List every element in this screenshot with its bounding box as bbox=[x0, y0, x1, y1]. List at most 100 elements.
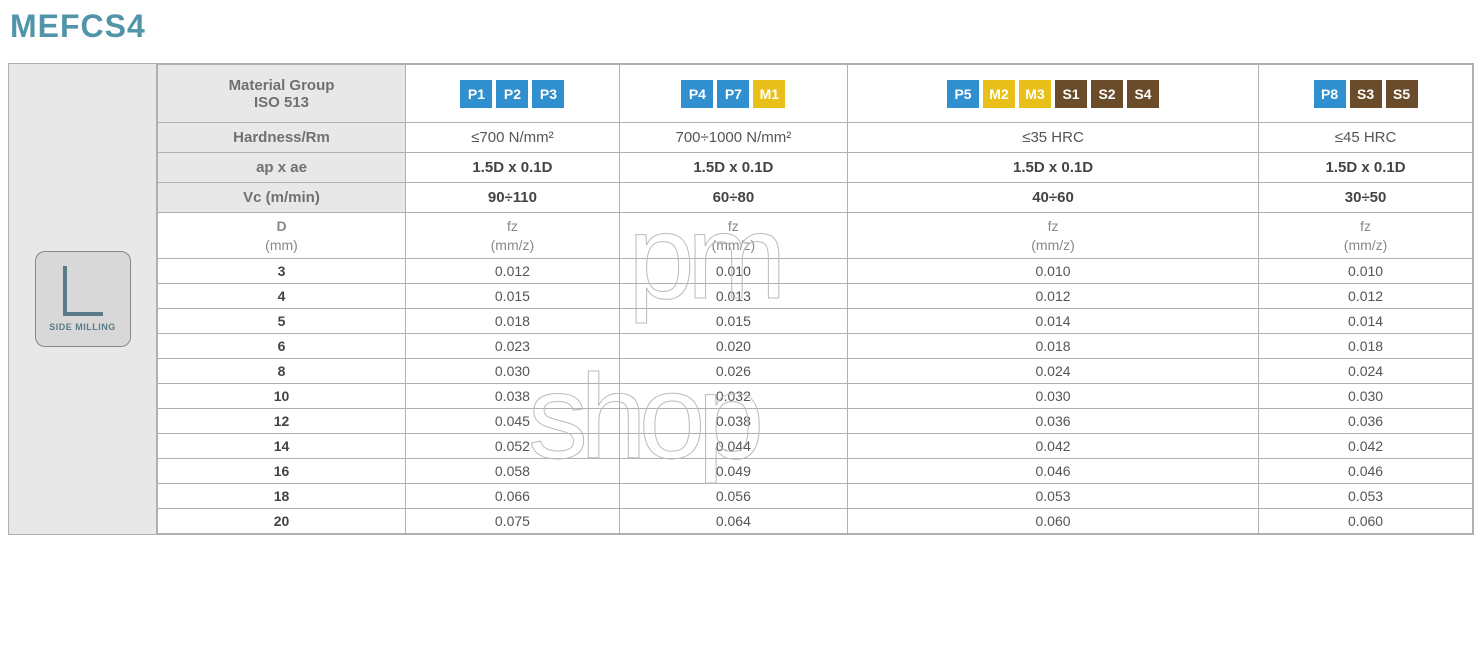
apae-val: 1.5D x 0.1D bbox=[847, 153, 1258, 183]
hardness-val: 700÷1000 N/mm² bbox=[619, 123, 847, 153]
label-text: (mm/z) bbox=[1031, 237, 1075, 253]
material-chip: P5 bbox=[947, 80, 979, 108]
fz-cell: 0.013 bbox=[619, 284, 847, 309]
table-row: 180.0660.0560.0530.053 bbox=[158, 484, 1473, 509]
apae-val: 1.5D x 0.1D bbox=[406, 153, 620, 183]
table-row: 60.0230.0200.0180.018 bbox=[158, 334, 1473, 359]
table-row: 160.0580.0490.0460.046 bbox=[158, 459, 1473, 484]
fz-cell: 0.015 bbox=[619, 309, 847, 334]
fz-cell: 0.015 bbox=[406, 284, 620, 309]
fz-cell: 0.010 bbox=[847, 259, 1258, 284]
vc-label: Vc (m/min) bbox=[158, 183, 406, 213]
icon-caption: SIDE MILLING bbox=[49, 322, 116, 332]
fz-cell: 0.056 bbox=[619, 484, 847, 509]
fz-cell: 0.023 bbox=[406, 334, 620, 359]
material-chip: P3 bbox=[532, 80, 564, 108]
fz-cell: 0.012 bbox=[1259, 284, 1473, 309]
hardness-label: Hardness/Rm bbox=[158, 123, 406, 153]
fz-cell: 0.046 bbox=[1259, 459, 1473, 484]
diameter-cell: 4 bbox=[158, 284, 406, 309]
d-header: D (mm) bbox=[158, 213, 406, 259]
table-row: 80.0300.0260.0240.024 bbox=[158, 359, 1473, 384]
page-title: MEFCS4 bbox=[10, 8, 1474, 45]
fz-cell: 0.026 bbox=[619, 359, 847, 384]
vc-val: 30÷50 bbox=[1259, 183, 1473, 213]
chips-cell-3: P8S3S5 bbox=[1259, 65, 1473, 123]
diameter-cell: 6 bbox=[158, 334, 406, 359]
apae-label: ap x ae bbox=[158, 153, 406, 183]
vc-val: 90÷110 bbox=[406, 183, 620, 213]
hardness-val: ≤700 N/mm² bbox=[406, 123, 620, 153]
diameter-cell: 8 bbox=[158, 359, 406, 384]
label-text: fz bbox=[1360, 218, 1371, 234]
fz-header: fz (mm/z) bbox=[619, 213, 847, 259]
l-shape-icon bbox=[63, 266, 103, 316]
table-row: 50.0180.0150.0140.014 bbox=[158, 309, 1473, 334]
fz-cell: 0.058 bbox=[406, 459, 620, 484]
material-chip: P4 bbox=[681, 80, 713, 108]
data-table-wrap: Material Group ISO 513 P1P2P3 P4P7M1 P5M… bbox=[157, 64, 1473, 534]
table-row: 200.0750.0640.0600.060 bbox=[158, 509, 1473, 534]
diameter-cell: 12 bbox=[158, 409, 406, 434]
fz-cell: 0.030 bbox=[1259, 384, 1473, 409]
label-text: (mm/z) bbox=[1344, 237, 1388, 253]
label-text: D bbox=[276, 218, 286, 234]
fz-cell: 0.053 bbox=[1259, 484, 1473, 509]
fz-cell: 0.010 bbox=[619, 259, 847, 284]
fz-cell: 0.042 bbox=[1259, 434, 1473, 459]
diameter-cell: 10 bbox=[158, 384, 406, 409]
vc-val: 60÷80 bbox=[619, 183, 847, 213]
material-chip: S3 bbox=[1350, 80, 1382, 108]
diameter-cell: 20 bbox=[158, 509, 406, 534]
hardness-val: ≤35 HRC bbox=[847, 123, 1258, 153]
vc-row: Vc (m/min) 90÷110 60÷80 40÷60 30÷50 bbox=[158, 183, 1473, 213]
material-chip: P8 bbox=[1314, 80, 1346, 108]
fz-cell: 0.066 bbox=[406, 484, 620, 509]
label-text: fz bbox=[728, 218, 739, 234]
fz-cell: 0.024 bbox=[1259, 359, 1473, 384]
table-row: 120.0450.0380.0360.036 bbox=[158, 409, 1473, 434]
table-row: 140.0520.0440.0420.042 bbox=[158, 434, 1473, 459]
material-chip: S1 bbox=[1055, 80, 1087, 108]
material-chip: P7 bbox=[717, 80, 749, 108]
diameter-cell: 5 bbox=[158, 309, 406, 334]
material-chip: P2 bbox=[496, 80, 528, 108]
material-chip: M1 bbox=[753, 80, 785, 108]
label-text: ISO 513 bbox=[254, 94, 309, 111]
diameter-cell: 16 bbox=[158, 459, 406, 484]
chips-cell-2: P5M2M3S1S2S4 bbox=[847, 65, 1258, 123]
fz-cell: 0.042 bbox=[847, 434, 1258, 459]
table-row: 100.0380.0320.0300.030 bbox=[158, 384, 1473, 409]
table-row: 30.0120.0100.0100.010 bbox=[158, 259, 1473, 284]
fz-cell: 0.018 bbox=[847, 334, 1258, 359]
fz-cell: 0.014 bbox=[1259, 309, 1473, 334]
fz-cell: 0.032 bbox=[619, 384, 847, 409]
label-text: Material Group bbox=[229, 77, 335, 94]
fz-cell: 0.036 bbox=[847, 409, 1258, 434]
fz-cell: 0.024 bbox=[847, 359, 1258, 384]
label-text: (mm/z) bbox=[712, 237, 756, 253]
chips-cell-1: P4P7M1 bbox=[619, 65, 847, 123]
material-group-label: Material Group ISO 513 bbox=[158, 65, 406, 123]
side-milling-icon: SIDE MILLING bbox=[35, 251, 131, 347]
apae-val: 1.5D x 0.1D bbox=[619, 153, 847, 183]
fz-cell: 0.018 bbox=[406, 309, 620, 334]
fz-cell: 0.020 bbox=[619, 334, 847, 359]
cutting-table-container: SIDE MILLING Material Group ISO 513 P1P2… bbox=[8, 63, 1474, 535]
fz-cell: 0.045 bbox=[406, 409, 620, 434]
data-table: Material Group ISO 513 P1P2P3 P4P7M1 P5M… bbox=[157, 64, 1473, 534]
fz-cell: 0.012 bbox=[406, 259, 620, 284]
fz-cell: 0.053 bbox=[847, 484, 1258, 509]
fz-cell: 0.075 bbox=[406, 509, 620, 534]
material-chip: P1 bbox=[460, 80, 492, 108]
fz-cell: 0.049 bbox=[619, 459, 847, 484]
fz-header: fz (mm/z) bbox=[847, 213, 1258, 259]
fz-body: 30.0120.0100.0100.01040.0150.0130.0120.0… bbox=[158, 259, 1473, 534]
fz-cell: 0.064 bbox=[619, 509, 847, 534]
material-chip: S2 bbox=[1091, 80, 1123, 108]
diameter-cell: 18 bbox=[158, 484, 406, 509]
fz-cell: 0.030 bbox=[406, 359, 620, 384]
label-text: fz bbox=[1048, 218, 1059, 234]
fz-cell: 0.036 bbox=[1259, 409, 1473, 434]
fz-cell: 0.052 bbox=[406, 434, 620, 459]
